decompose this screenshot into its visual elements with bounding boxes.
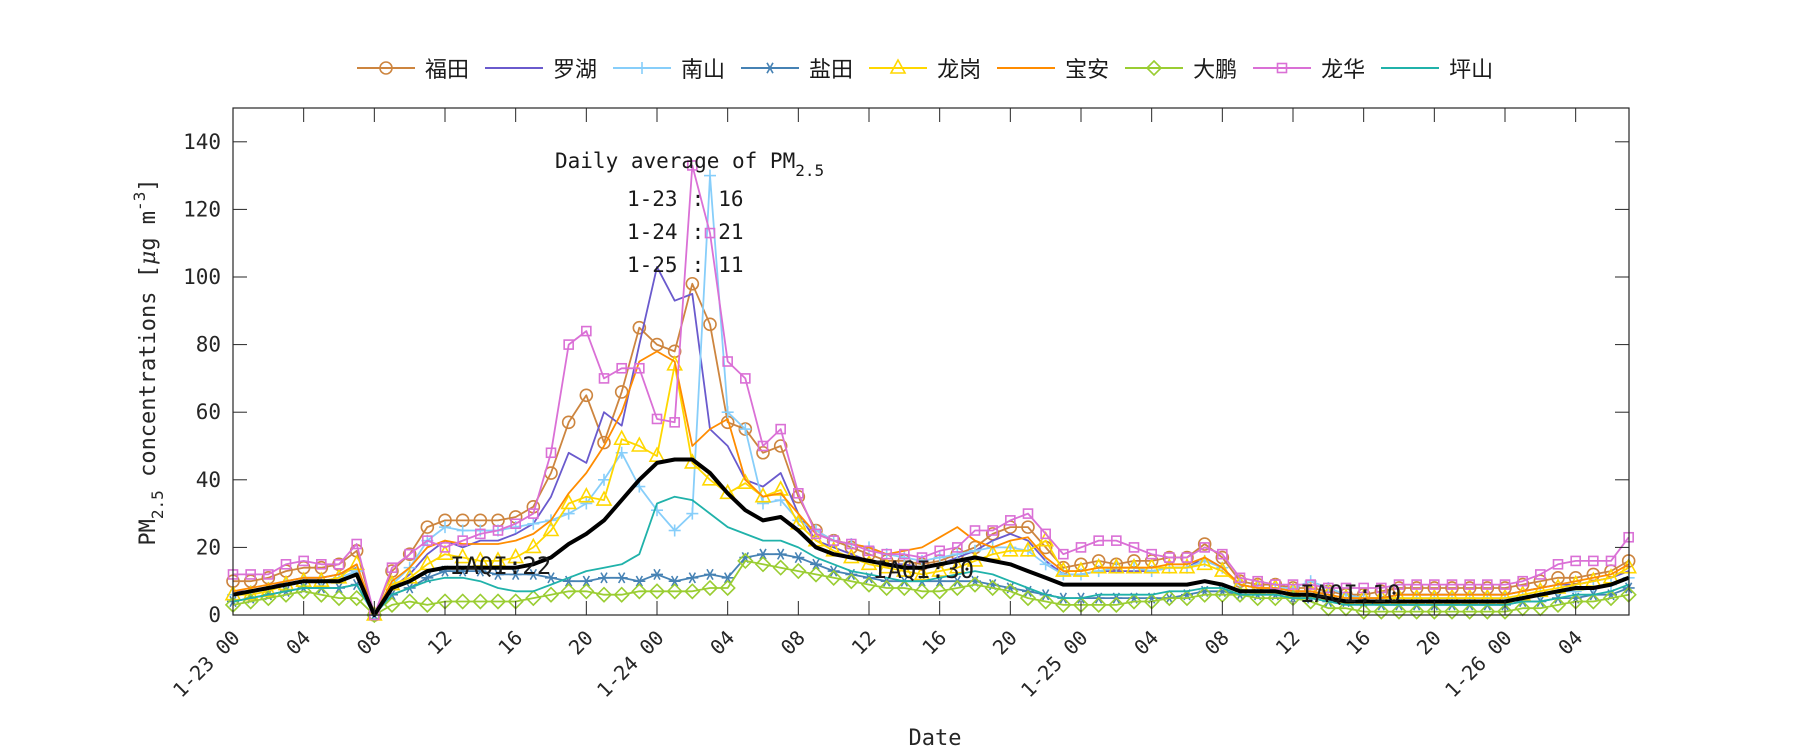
iaqi-label-day2: IAQI:30: [873, 556, 974, 584]
x-tick-label: 1-25 00: [1016, 626, 1093, 703]
daily-average-annotation: Daily average of PM2.5 1-23:16 1-24:21 1…: [555, 149, 824, 277]
x-tick-label: 04: [1553, 626, 1587, 660]
plot-area-frame: [232, 107, 1630, 616]
legend-label: 南山: [681, 58, 726, 83]
x-tick-label: 12: [423, 626, 457, 660]
chart-legend: 福田 罗湖 南山 盐田 龙岗 宝安 大鹏 龙华 坪山: [355, 52, 1507, 84]
series-mean: [232, 457, 1630, 617]
legend-item: 盐田: [739, 52, 853, 84]
legend-label: 大鹏: [1193, 58, 1238, 83]
legend-label: 罗湖: [553, 58, 598, 83]
y-tick-label: 100: [183, 265, 221, 289]
legend-item: 坪山: [1379, 52, 1493, 84]
legend-plus-icon: [613, 62, 672, 74]
series-station: [227, 160, 1634, 621]
x-tick-label: 1-23 00: [168, 626, 245, 703]
x-tick-label: 20: [564, 626, 598, 660]
y-tick-label: 80: [196, 333, 221, 357]
series-layer: [224, 160, 1638, 624]
y-axis-label: PM2.5 concentrations [μg m-3]: [130, 178, 167, 545]
svg-text:Daily average of PM2.5: Daily average of PM2.5: [555, 149, 824, 180]
legend-label: 龙岗: [937, 58, 982, 83]
y-tick-label: 20: [196, 535, 221, 559]
x-tick-label: 04: [1129, 626, 1163, 660]
x-tick-label: 16: [493, 626, 527, 660]
daily-avg-1-24: 1-24:21: [627, 220, 744, 244]
x-tick-label: 1-26 00: [1440, 626, 1517, 703]
legend-label: 龙华: [1321, 58, 1366, 83]
legend-item: 罗湖: [483, 52, 597, 84]
x-tick-label: 12: [1271, 626, 1305, 660]
x-tick-label: 12: [847, 626, 881, 660]
x-tick-label: 04: [281, 626, 315, 660]
x-tick-label: 08: [1200, 626, 1234, 660]
legend-item: 福田: [355, 52, 469, 84]
y-tick-label: 40: [196, 468, 221, 492]
legend-line-icon: [997, 67, 1056, 69]
legend-diamond-icon: [1125, 59, 1184, 77]
y-tick-label: 0: [208, 603, 221, 627]
daily-avg-1-23: 1-23:16: [627, 187, 744, 211]
x-tick-label: 20: [1412, 626, 1446, 660]
series-station: [232, 350, 1630, 616]
daily-avg-1-25: 1-25:11: [627, 253, 744, 277]
x-tick-label: 20: [988, 626, 1022, 660]
legend-item: 宝安: [995, 52, 1109, 84]
legend-label: 盐田: [809, 58, 854, 83]
svg-text:PM2.5 concentrations [μg m-3]: PM2.5 concentrations [μg m-3]: [130, 178, 167, 545]
iaqi-label-day1: IAQI:22: [450, 552, 551, 580]
x-axis-label: Date: [909, 726, 962, 750]
iaqi-label-day3: IAQI:10: [1300, 580, 1401, 608]
y-tick-label: 120: [183, 197, 221, 221]
y-tick-label: 60: [196, 400, 221, 424]
legend-item: 龙岗: [867, 52, 981, 84]
legend-label: 坪山: [1449, 58, 1494, 83]
legend-asterisk-icon: [741, 62, 800, 74]
legend-item: 龙华: [1251, 52, 1365, 84]
x-tick-label: 16: [917, 626, 951, 660]
legend-item: 大鹏: [1123, 52, 1237, 84]
x-tick-label: 08: [776, 626, 810, 660]
x-tick-label: 16: [1341, 626, 1375, 660]
legend-item: 南山: [611, 52, 725, 84]
x-tick-label: 08: [352, 626, 386, 660]
legend-square-icon: [1253, 62, 1312, 74]
legend-label: 宝安: [1065, 58, 1110, 83]
legend-line-icon: [485, 67, 544, 69]
legend-triangle-icon: [869, 58, 928, 74]
legend-label: 福田: [425, 58, 470, 83]
legend-circle-icon: [357, 61, 415, 75]
x-tick-label: 1-24 00: [592, 626, 669, 703]
series-station: [232, 495, 1630, 616]
x-tick-label: 04: [705, 626, 739, 660]
y-tick-label: 140: [183, 130, 221, 154]
legend-line-icon: [1381, 67, 1440, 69]
